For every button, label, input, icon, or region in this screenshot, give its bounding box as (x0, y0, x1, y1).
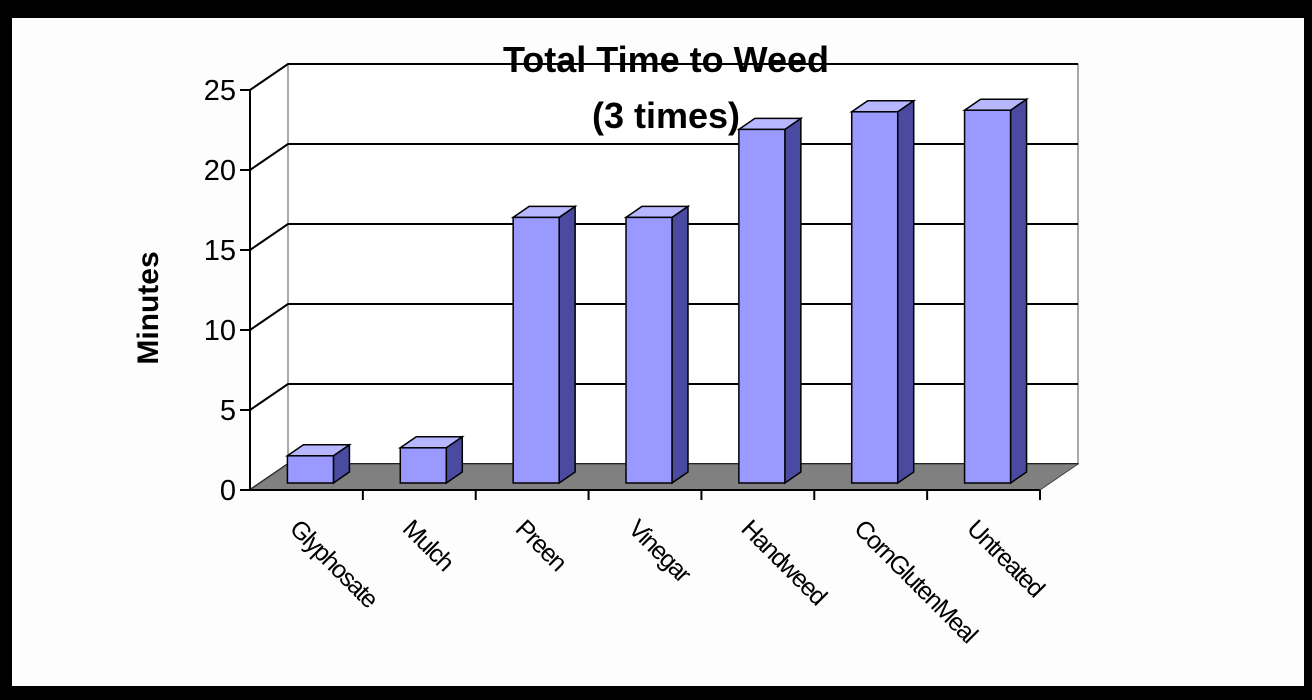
x-category-label: Mulch (397, 514, 459, 576)
y-tick-label: 5 (220, 395, 236, 427)
bar-side (1009, 97, 1028, 485)
bar-front (625, 216, 673, 484)
bar-front (963, 109, 1012, 484)
y-axis: 0 5 10 15 20 25 (204, 75, 1041, 507)
side-wall-panel (249, 63, 289, 491)
bar (623, 204, 691, 485)
bar (510, 204, 578, 485)
bar (397, 435, 465, 485)
bar (285, 443, 352, 485)
bar (962, 97, 1029, 485)
gridline (249, 383, 1078, 411)
bar-front (512, 216, 560, 484)
bar-side (784, 116, 802, 485)
bar-front (850, 111, 899, 484)
bar (849, 99, 917, 485)
x-category-label: Vinegar (623, 514, 697, 588)
bar-side (671, 204, 689, 485)
bar-side (896, 99, 915, 485)
y-tick-label: 20 (204, 155, 236, 187)
chart-subtitle: (3 times) (592, 95, 740, 136)
bar (736, 116, 804, 485)
y-tick-label: 25 (204, 75, 236, 107)
gridline (249, 143, 1078, 171)
gridline (249, 63, 1078, 91)
bar-front (738, 128, 786, 484)
y-tick-label: 15 (204, 235, 236, 267)
x-category-label: Glyphosate (284, 514, 383, 613)
y-tick-label: 0 (220, 475, 236, 507)
gridline (249, 223, 1078, 251)
chart-title: Total Time to Weed (503, 39, 829, 80)
bar-side (558, 204, 576, 485)
y-axis-title: Minutes (132, 251, 165, 364)
x-category-label: Handweed (736, 514, 832, 610)
gridline (249, 303, 1078, 331)
y-tick-label: 10 (204, 315, 236, 347)
bar-front (399, 447, 448, 484)
x-category-label: Preen (510, 514, 572, 576)
bar-front (286, 455, 335, 484)
x-category-label: Untreated (961, 514, 1049, 602)
category-labels: Glyphosate Mulch Preen Vinegar Handweed CornG… (284, 514, 1049, 648)
bars (285, 97, 1029, 485)
